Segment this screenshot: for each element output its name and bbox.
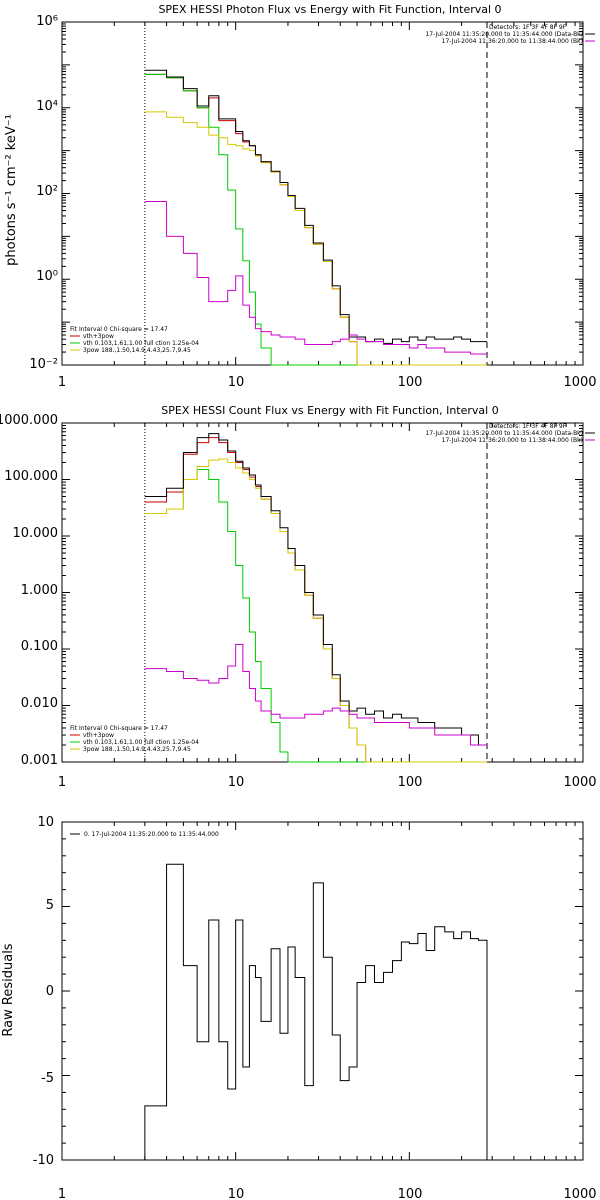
plot-frame-1	[61, 422, 584, 763]
series-line-0-0	[144, 73, 487, 366]
photon-ytick-3: 10⁴	[36, 99, 58, 114]
count-legend-data: 17-Jul-2004 11:35:20.000 to 11:35:44.000…	[425, 430, 583, 437]
series-line-1-4	[144, 644, 487, 746]
photon-legend-total: vth+3pow	[83, 333, 114, 340]
series-line-0-1	[144, 73, 487, 366]
count-legend-total: vth+3pow	[83, 732, 114, 739]
count-detectors: Detectors: 1F 3F 4F 8F 9F	[489, 423, 567, 430]
resid-xtick-10: 10	[228, 1187, 245, 1200]
series-line-0-3	[144, 69, 487, 344]
photon-legend-thermal: vth 0.103,1.61,1.00 full ction 1.25e-04	[83, 340, 199, 347]
series-line-1-0	[144, 437, 487, 763]
photon-xtick-1: 1	[58, 375, 66, 390]
resid-ytick-3: 5	[46, 898, 54, 913]
photon-detectors: Detectors: 1F 3F 4F 8F 9F	[489, 24, 567, 31]
resid-xtick-1000: 1000	[563, 1187, 596, 1200]
series-line-1-1	[144, 469, 487, 763]
count-ytick-6: 1000.000	[0, 413, 58, 428]
count-fit-info: Fit Interval 0 Chi-square = 17.47	[70, 725, 168, 732]
count-ytick-0: 0.001	[21, 753, 58, 768]
series-line-1-3	[144, 433, 487, 746]
plot-layer	[61, 21, 595, 1161]
series-line-1-2	[144, 458, 487, 763]
plot-frame-2	[61, 821, 584, 1161]
resid-xtick-100: 100	[398, 1187, 423, 1200]
resid-ytick-0: -10	[33, 1153, 54, 1168]
count-title: SPEX HESSI Count Flux vs Energy with Fit…	[161, 404, 498, 417]
resid-ytick-4: 10	[37, 815, 54, 830]
photon-xtick-100: 100	[398, 375, 423, 390]
photon-ytick-1: 10⁰	[36, 269, 58, 284]
count-xtick-100: 100	[398, 775, 423, 790]
photon-xtick-10: 10	[228, 375, 245, 390]
resid-legend: 0. 17-Jul-2004 11:35:20.000 to 11:35:44.…	[84, 831, 219, 838]
photon-legend-nonthermal: 3pow 188.,1.50,14.9,4.43,25.7,9.45	[83, 347, 191, 354]
series-line-0-2	[144, 111, 487, 366]
count-xtick-1000: 1000	[563, 775, 596, 790]
series-line-0-4	[144, 201, 487, 355]
count-ytick-5: 100.000	[4, 469, 58, 484]
photon-xtick-1000: 1000	[563, 375, 596, 390]
resid-ytick-1: -5	[41, 1071, 54, 1086]
resid-ytick-2: 0	[46, 984, 54, 999]
count-legend-bk: 17-Jul-2004 11:36:20.000 to 11:38:44.000…	[442, 437, 583, 444]
photon-ylabel: photons s⁻¹ cm⁻² keV⁻¹	[4, 114, 19, 266]
count-xtick-10: 10	[228, 775, 245, 790]
plot-frame-0	[61, 21, 584, 366]
resid-ylabel: Raw Residuals	[1, 943, 16, 1036]
photon-ytick-0: 10⁻²	[29, 357, 58, 372]
resid-xtick-1: 1	[58, 1187, 66, 1200]
series-line-2-0	[144, 863, 488, 1160]
photon-ytick-2: 10²	[36, 184, 58, 199]
count-ytick-2: 0.100	[21, 639, 58, 654]
count-ytick-1: 0.010	[21, 696, 58, 711]
count-legend-nonthermal: 3pow 188.,1.50,14.9,4.43,25.7,9.45	[83, 746, 191, 753]
count-legend-thermal: vth 0.103,1.61,1.00 full ction 1.25e-04	[83, 739, 199, 746]
photon-legend-data: 17-Jul-2004 11:35:20.000 to 11:35:44.000…	[425, 31, 583, 38]
photon-title: SPEX HESSI Photon Flux vs Energy with Fi…	[158, 3, 501, 16]
count-ytick-3: 1.000	[21, 583, 58, 598]
count-xtick-1: 1	[58, 775, 66, 790]
photon-ytick-4: 10⁶	[36, 14, 58, 29]
count-ytick-4: 10.000	[13, 526, 59, 541]
photon-fit-info: Fit Interval 0 Chi-square = 17.47	[70, 326, 168, 333]
photon-legend-bk: 17-Jul-2004 11:36:20.000 to 11:38:44.000…	[442, 38, 583, 45]
